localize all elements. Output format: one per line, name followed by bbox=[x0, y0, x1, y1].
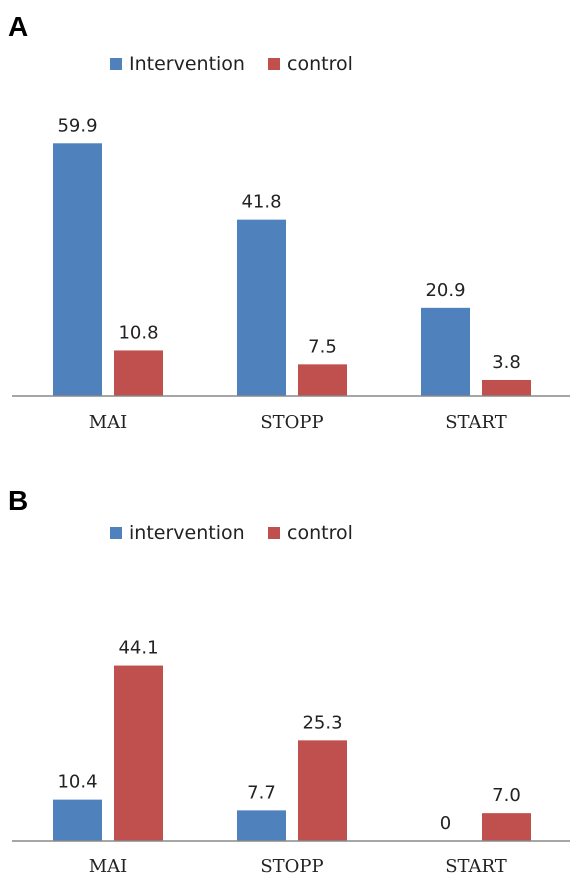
panel-a: A Intervention control 59.9 10.8 MAI 41.8 7.5 ST… bbox=[8, 11, 570, 433]
bar-control-mai bbox=[114, 665, 163, 841]
bar-control-stopp bbox=[298, 364, 347, 396]
legend-label-intervention: Intervention bbox=[129, 53, 245, 75]
panel-letter: B bbox=[8, 485, 28, 516]
legend-swatch-control bbox=[268, 58, 280, 70]
data-label: 10.8 bbox=[118, 322, 158, 343]
bar-control-stopp bbox=[298, 740, 347, 841]
legend-label-control: control bbox=[287, 53, 353, 75]
x-tick-label: MAI bbox=[89, 412, 128, 433]
bar-intervention-mai bbox=[53, 143, 102, 396]
bar-intervention-mai bbox=[53, 799, 102, 841]
data-label: 7.7 bbox=[247, 782, 276, 803]
legend-swatch-intervention bbox=[110, 58, 122, 70]
legend-label-control: control bbox=[287, 522, 353, 544]
x-tick-label: STOPP bbox=[260, 856, 323, 877]
bar-control-mai bbox=[114, 350, 163, 396]
legend-swatch-intervention bbox=[110, 527, 122, 539]
data-label: 41.8 bbox=[241, 192, 281, 213]
bar-control-start bbox=[482, 813, 531, 841]
data-label: 7.0 bbox=[492, 785, 521, 806]
data-label: 3.8 bbox=[492, 352, 521, 373]
bar-control-start bbox=[482, 379, 531, 396]
bar-intervention-start bbox=[421, 307, 470, 396]
data-label: 25.3 bbox=[302, 712, 342, 733]
x-tick-label: START bbox=[445, 412, 507, 433]
x-tick-label: STOPP bbox=[260, 412, 323, 433]
data-label: 44.1 bbox=[118, 638, 158, 659]
x-tick-label: START bbox=[445, 856, 507, 877]
data-label: 7.5 bbox=[308, 336, 337, 357]
data-label: 20.9 bbox=[425, 280, 465, 301]
bar-intervention-stopp bbox=[237, 810, 286, 841]
panel-letter: A bbox=[8, 11, 28, 42]
legend-swatch-control bbox=[268, 527, 280, 539]
data-label: 59.9 bbox=[57, 115, 97, 136]
data-label: 0 bbox=[440, 813, 451, 834]
data-label: 10.4 bbox=[57, 772, 97, 793]
x-tick-label: MAI bbox=[89, 856, 128, 877]
legend-label-intervention: intervention bbox=[129, 522, 245, 544]
bar-intervention-stopp bbox=[237, 219, 286, 396]
